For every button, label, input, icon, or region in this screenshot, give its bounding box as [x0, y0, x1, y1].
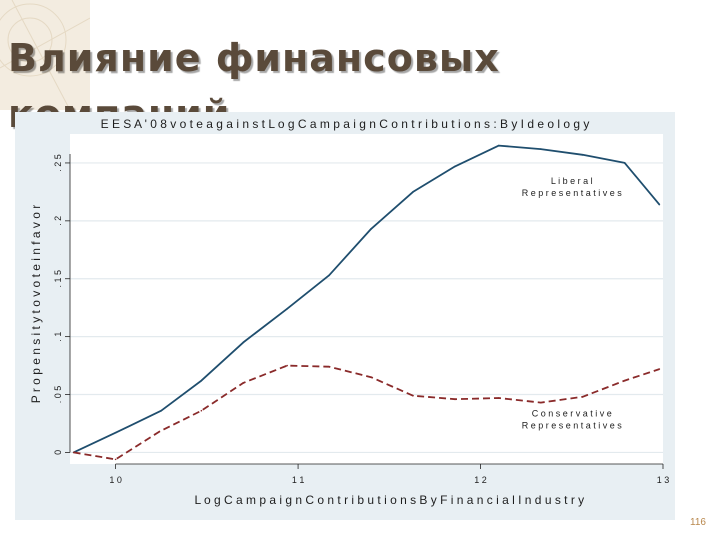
series-point-1 [497, 397, 500, 399]
series-label-0: L i b e r a l [551, 176, 593, 186]
slide-number: 116 [690, 517, 706, 528]
series-point-1 [623, 379, 626, 382]
series-point-0 [328, 274, 330, 277]
series-point-1 [370, 376, 372, 378]
x-tick-label: 1 0 [109, 475, 122, 485]
x-tick-label: 1 2 [474, 475, 487, 485]
series-point-0 [454, 165, 456, 168]
series-point-0 [623, 162, 626, 164]
series-label-1: R e p r e s e n t a t i v e s [522, 421, 623, 431]
series-point-1 [412, 394, 414, 397]
series-point-0 [497, 144, 500, 147]
y-tick-label: . 1 [53, 332, 63, 342]
x-axis-label: L o g C a m p a i g n C o n t r i b u t … [194, 493, 584, 507]
y-tick-label: . 2 5 [53, 154, 63, 172]
series-point-1 [581, 396, 584, 398]
series-point-0 [370, 228, 372, 230]
y-tick-label: . 0 5 [53, 386, 63, 404]
series-point-1 [72, 451, 75, 454]
y-axis-label: P r o p e n s i t y t o v o t e i n f a … [29, 205, 43, 404]
series-point-1 [114, 458, 117, 461]
series-point-1 [200, 409, 203, 412]
series-label-1: C o n s e r v a t i v e [532, 409, 612, 419]
series-label-0: R e p r e s e n t a t i v e s [522, 188, 623, 198]
corner-decoration [0, 0, 90, 110]
series-point-1 [328, 365, 330, 368]
series-point-1 [658, 368, 661, 370]
line-chart: 0 . 0 5 . 1 . 1 5 . 2 . 2 5 1 0 1 1 1 2 1 3 E E S … [15, 112, 675, 520]
series-point-1 [454, 398, 456, 400]
series-point-0 [581, 154, 584, 156]
series-point-0 [114, 431, 117, 434]
chart-panel: 0 . 0 5 . 1 . 1 5 . 2 . 2 5 1 0 1 1 1 2 1 3 E E S … [15, 112, 675, 520]
x-tick-label: 1 3 [657, 475, 670, 485]
series-point-1 [242, 382, 245, 384]
plot-area [70, 134, 663, 464]
x-tick-label: 1 1 [292, 475, 305, 485]
series-point-1 [158, 430, 161, 433]
series-point-0 [160, 409, 163, 412]
series-point-0 [539, 148, 542, 150]
series-point-0 [242, 341, 245, 344]
series-point-0 [286, 308, 288, 310]
series-point-0 [200, 379, 203, 382]
series-point-1 [286, 364, 288, 367]
y-tick-label: . 1 5 [53, 270, 63, 288]
y-tick-label: . 2 [53, 216, 63, 226]
series-point-0 [412, 191, 414, 193]
y-tick-label: 0 [53, 450, 63, 455]
series-point-0 [658, 203, 661, 206]
series-point-1 [539, 401, 542, 404]
chart-title: E E S A ' 0 8 v o t e a g a i n s t L o … [101, 117, 590, 131]
